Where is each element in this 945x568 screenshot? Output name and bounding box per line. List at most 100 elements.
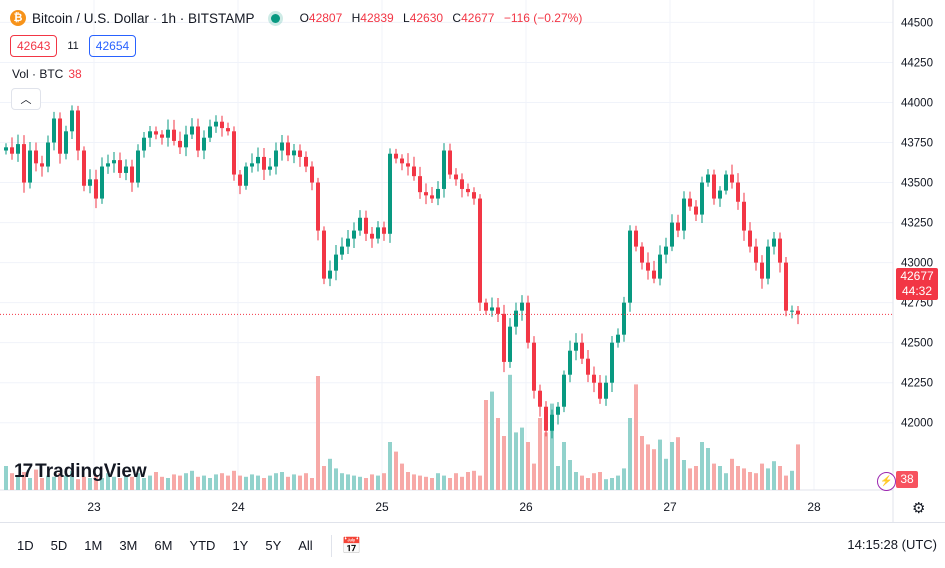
candle-body bbox=[262, 156, 266, 170]
candle-body bbox=[274, 150, 278, 167]
volume-bar bbox=[568, 460, 572, 490]
price-tick-label: 42250 bbox=[901, 378, 933, 390]
collapse-legend-button[interactable]: ︿ bbox=[11, 88, 41, 110]
bottom-toolbar: 1D 5D 1M 3M 6M YTD 1Y 5Y All 📅 14:15:28 … bbox=[0, 522, 945, 568]
price-tick-label: 42750 bbox=[901, 298, 933, 310]
volume-bar bbox=[502, 436, 506, 490]
candle-body bbox=[538, 390, 542, 407]
volume-bar bbox=[292, 474, 296, 490]
candle-body bbox=[466, 188, 470, 193]
clock-readout[interactable]: 14:15:28 (UTC) bbox=[847, 537, 937, 552]
candle-body bbox=[58, 118, 62, 154]
volume-legend[interactable]: Vol · BTC 38 bbox=[12, 67, 82, 81]
volume-bar bbox=[664, 458, 668, 490]
price-tick-label: 42500 bbox=[901, 338, 933, 350]
volume-bar bbox=[328, 458, 332, 490]
candle-body bbox=[172, 129, 176, 141]
volume-bar bbox=[610, 478, 614, 490]
volume-bar bbox=[736, 466, 740, 490]
volume-bar bbox=[28, 478, 32, 490]
candle-body bbox=[148, 131, 152, 138]
buy-ask-button[interactable]: 42654 bbox=[88, 35, 137, 57]
volume-bar bbox=[226, 475, 230, 490]
candle-body bbox=[370, 233, 374, 239]
range-all-button[interactable]: All bbox=[298, 538, 313, 553]
range-1m-button[interactable]: 1M bbox=[84, 538, 103, 553]
volume-bar bbox=[52, 476, 56, 490]
range-5y-button[interactable]: 5Y bbox=[265, 538, 282, 553]
ohlc-close-key: C bbox=[452, 11, 462, 25]
range-1d-button[interactable]: 1D bbox=[17, 538, 34, 553]
volume-bar bbox=[790, 470, 794, 490]
candle-body bbox=[496, 307, 500, 314]
candle-body bbox=[64, 131, 68, 154]
volume-bar bbox=[154, 472, 158, 490]
volume-bar bbox=[388, 442, 392, 490]
volume-bar bbox=[550, 403, 554, 490]
candle-body bbox=[694, 206, 698, 215]
range-1y-button[interactable]: 1Y bbox=[232, 538, 249, 553]
bitcoin-logo-icon: ₿ bbox=[10, 10, 26, 26]
range-ytd-button[interactable]: YTD bbox=[189, 538, 216, 553]
candle-body bbox=[736, 182, 740, 202]
candle-body bbox=[700, 182, 704, 215]
candle-body bbox=[742, 201, 746, 231]
candle-body bbox=[244, 166, 248, 186]
candle-body bbox=[304, 156, 308, 167]
volume-bar bbox=[58, 473, 62, 490]
volume-bar bbox=[718, 466, 722, 490]
volume-bar bbox=[400, 463, 404, 490]
ohlc-high-value: 42839 bbox=[360, 11, 394, 25]
ohlc-low-key: L bbox=[403, 11, 410, 25]
calendar-goto-icon[interactable]: 📅 bbox=[341, 537, 362, 555]
volume-bar bbox=[10, 473, 14, 490]
volume-bar bbox=[124, 475, 128, 490]
price-chart[interactable]: 42000 42250 42500 42750 43000 43250 43500 43750… bbox=[0, 0, 945, 522]
volume-bar bbox=[160, 476, 164, 490]
volume-bar bbox=[772, 461, 776, 490]
candle-body bbox=[88, 179, 92, 186]
volume-bar bbox=[742, 468, 746, 490]
candle-body bbox=[28, 150, 32, 183]
volume-bar bbox=[574, 472, 578, 490]
volume-bar bbox=[142, 478, 146, 490]
candle-body bbox=[724, 174, 728, 191]
volume-bar bbox=[622, 468, 626, 490]
sell-bid-button[interactable]: 42643 bbox=[10, 35, 58, 57]
symbol-title[interactable]: Bitcoin / U.S. Dollar · 1h · BITSTAMP bbox=[32, 10, 255, 26]
candle-body bbox=[484, 302, 488, 311]
candle-body bbox=[412, 166, 416, 177]
candle-body bbox=[436, 188, 440, 199]
flash-icon[interactable]: ⚡ bbox=[877, 472, 896, 491]
candle-body bbox=[652, 270, 656, 279]
candle-body bbox=[610, 342, 614, 383]
candle-body bbox=[784, 262, 788, 311]
candle-body bbox=[454, 174, 458, 180]
last-price-value: 42677 bbox=[900, 269, 934, 283]
volume-bar bbox=[16, 475, 20, 490]
volume-bar bbox=[544, 432, 548, 490]
candle-body bbox=[46, 142, 50, 167]
candle-body bbox=[670, 222, 674, 247]
volume-bar bbox=[454, 473, 458, 490]
candle-body bbox=[268, 166, 272, 170]
tradingview-brand[interactable]: 17 TradingView bbox=[14, 461, 147, 483]
candle-body bbox=[574, 342, 578, 351]
candle-body bbox=[250, 163, 254, 167]
volume-legend-label: Vol · BTC bbox=[12, 67, 64, 81]
volume-bar bbox=[76, 479, 80, 490]
volume-bar bbox=[406, 472, 410, 490]
range-3m-button[interactable]: 3M bbox=[119, 538, 138, 553]
candle-body bbox=[544, 406, 548, 431]
price-tick-label: 44500 bbox=[901, 17, 933, 29]
gear-icon[interactable]: ⚙ bbox=[912, 500, 926, 517]
time-tick-label: 26 bbox=[519, 500, 533, 514]
range-6m-button[interactable]: 6M bbox=[154, 538, 173, 553]
range-5d-button[interactable]: 5D bbox=[50, 538, 68, 553]
candle-body bbox=[292, 150, 296, 156]
volume-bar bbox=[748, 472, 752, 490]
volume-bar bbox=[796, 444, 800, 490]
candle-body bbox=[418, 176, 422, 193]
volume-bar bbox=[64, 475, 68, 490]
volume-bar bbox=[88, 478, 92, 490]
